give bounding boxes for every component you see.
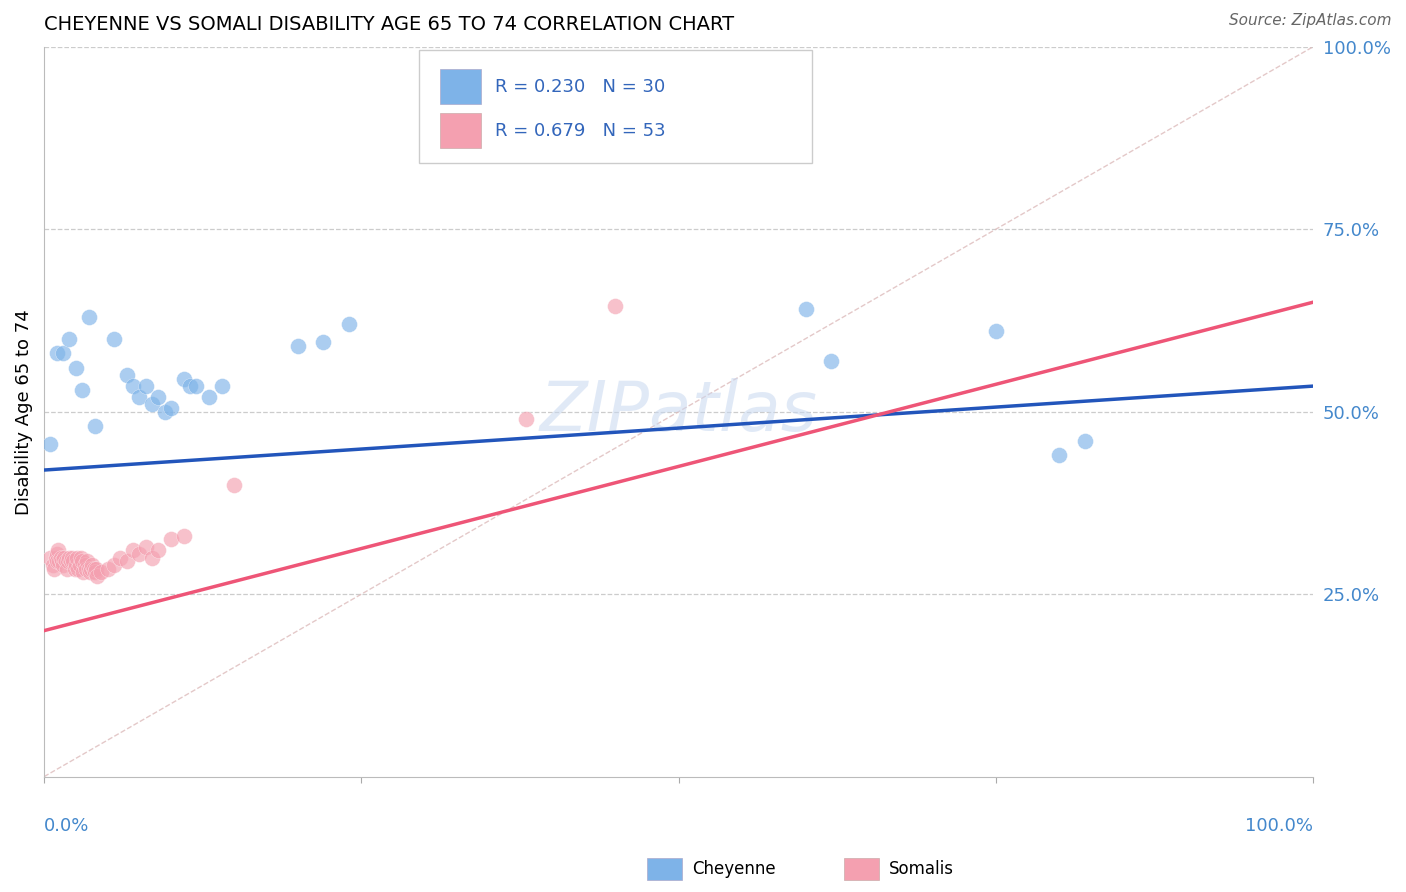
Point [60,550,83,565]
Point [45,554,67,568]
Point [42,558,65,572]
Point [122,379,145,393]
Point [45,547,67,561]
Point [73,558,96,572]
Point [122,543,145,558]
Point [1049,449,1071,463]
Point [75,561,97,575]
FancyBboxPatch shape [419,50,811,163]
Point [141,397,163,411]
FancyBboxPatch shape [440,70,481,104]
Point [128,390,150,404]
Point [58,554,80,568]
Point [63,561,86,575]
Point [103,558,125,572]
Point [83,561,105,575]
Point [128,547,150,561]
Text: Somalis: Somalis [889,860,953,878]
Point [337,317,360,331]
Point [56,561,79,575]
Point [72,566,94,580]
Point [90,566,112,580]
Point [179,379,201,393]
Point [103,332,125,346]
Point [62,554,84,568]
Text: 100.0%: 100.0% [1246,817,1313,835]
Point [135,379,157,393]
Point [84,561,107,575]
Point [48,554,70,568]
Point [46,543,69,558]
Point [80,561,103,575]
Point [70,383,93,397]
Point [312,335,335,350]
Point [83,566,105,580]
Point [67,561,90,575]
Point [44,561,66,575]
Point [141,550,163,565]
Point [83,419,105,434]
Y-axis label: Disability Age 65 to 74: Disability Age 65 to 74 [15,309,32,515]
Point [224,477,246,491]
Point [52,346,75,360]
Point [59,554,82,568]
Point [148,390,170,404]
Point [58,332,80,346]
Point [77,310,100,324]
Point [65,360,87,375]
Point [135,540,157,554]
Point [153,404,176,418]
Point [69,558,91,572]
Point [186,379,208,393]
FancyBboxPatch shape [440,113,481,148]
Text: Cheyenne: Cheyenne [692,860,775,878]
Point [79,566,101,580]
Point [115,554,138,568]
Point [148,543,170,558]
Point [211,379,233,393]
Text: 0.0%: 0.0% [44,817,90,835]
Point [97,561,120,575]
Point [45,346,67,360]
Point [49,550,72,565]
Point [115,368,138,383]
Point [66,550,89,565]
Point [82,558,104,572]
Point [984,324,1007,338]
Text: R = 0.679   N = 53: R = 0.679 N = 53 [495,121,665,140]
Point [605,299,627,313]
Point [173,529,195,543]
Point [70,554,93,568]
Point [70,550,93,565]
Point [39,437,62,451]
Point [39,550,62,565]
Point [51,554,73,568]
Point [44,550,66,565]
Text: Source: ZipAtlas.com: Source: ZipAtlas.com [1229,13,1392,29]
Point [287,339,309,353]
Point [76,554,98,568]
Point [198,390,221,404]
Point [52,558,75,572]
Point [515,412,537,426]
Point [58,550,80,565]
Point [160,401,183,415]
Point [794,302,817,317]
Text: R = 0.230   N = 30: R = 0.230 N = 30 [495,78,665,95]
Point [55,554,77,568]
Text: CHEYENNE VS SOMALI DISABILITY AGE 65 TO 74 CORRELATION CHART: CHEYENNE VS SOMALI DISABILITY AGE 65 TO … [44,15,734,34]
Point [1074,434,1097,448]
Point [77,561,100,575]
Point [53,550,76,565]
Point [65,558,87,572]
Point [160,533,183,547]
Point [110,550,132,565]
Point [86,569,108,583]
Text: ZIPatlas: ZIPatlas [540,378,818,445]
Point [173,372,195,386]
Point [820,353,842,368]
